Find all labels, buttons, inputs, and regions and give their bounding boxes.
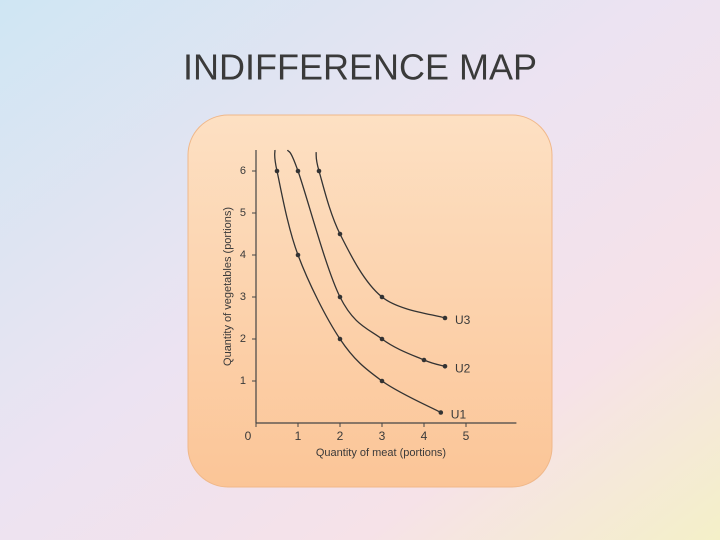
y-tick-label: 1 — [240, 375, 246, 387]
curve-point — [274, 168, 280, 174]
curve-label: U3 — [455, 313, 471, 327]
x-tick-label: 4 — [421, 429, 428, 443]
curve-point — [337, 231, 343, 237]
curve-point — [379, 336, 385, 342]
curve-point — [438, 410, 444, 415]
curve-point — [379, 378, 385, 384]
y-tick-label: 6 — [240, 165, 246, 177]
y-tick-label: 2 — [240, 333, 246, 345]
curve-point — [337, 336, 343, 342]
x-tick-label: 0 — [245, 429, 252, 443]
x-tick-label: 5 — [463, 429, 470, 443]
curve-point — [442, 315, 448, 321]
chart-panel — [187, 114, 553, 488]
x-tick-label: 1 — [295, 429, 302, 443]
curve-point — [316, 168, 322, 174]
curve-point — [295, 168, 301, 174]
curve-point — [295, 252, 301, 258]
y-tick-label: 3 — [240, 291, 246, 303]
curve-point — [421, 357, 427, 363]
curve-label: U1 — [451, 408, 467, 422]
curve-label: U2 — [455, 361, 471, 375]
y-axis-label: Quantity of vegetables (portions) — [222, 207, 234, 366]
slide-title: INDIFFERENCE MAP — [183, 47, 537, 88]
x-tick-label: 2 — [337, 429, 344, 443]
curve-point — [442, 364, 448, 369]
y-tick-label: 5 — [240, 207, 246, 219]
curve-point — [379, 294, 385, 300]
x-axis-label: Quantity of meat (portions) — [316, 447, 446, 459]
plot: 0 1 2 3 4 5 1 2 3 4 5 6 Quantity of meat (portions) Q… — [222, 149, 517, 459]
x-tick-label: 3 — [379, 429, 386, 443]
curve-point — [337, 294, 343, 300]
y-tick-label: 4 — [240, 249, 246, 261]
